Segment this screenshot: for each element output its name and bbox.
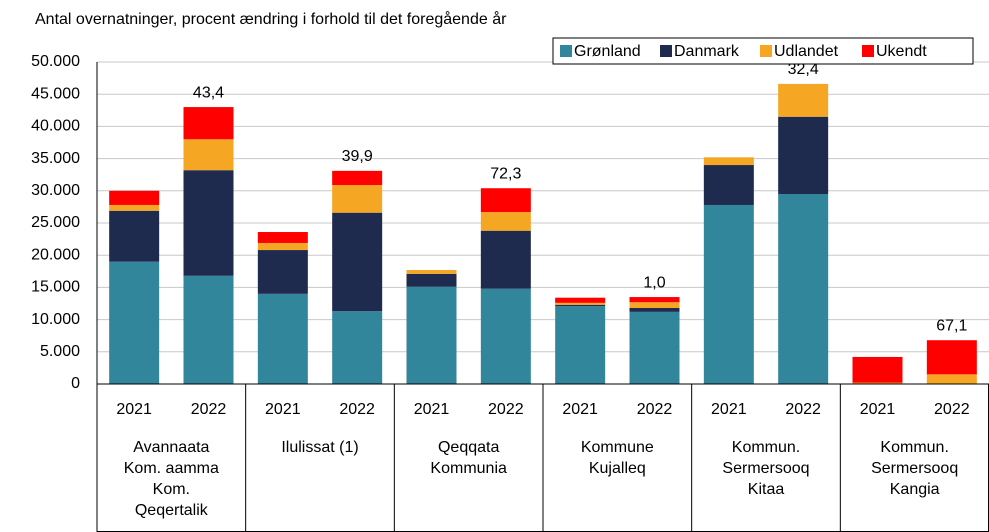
bar-segment [109, 204, 160, 211]
bar-segment [406, 286, 457, 384]
x-tick-label: 2022 [339, 401, 375, 418]
bar-segment [183, 139, 234, 171]
bar-segment [109, 261, 160, 384]
bar-segment [183, 275, 234, 384]
change-label: 43,4 [193, 84, 224, 101]
x-tick-label: 2022 [785, 401, 821, 418]
y-tick-label: 0 [71, 375, 80, 392]
bar-segment [480, 212, 531, 231]
bar-segment [555, 302, 606, 305]
bar-segment [109, 190, 160, 205]
bar-segment [257, 242, 308, 251]
y-tick-label: 40.000 [31, 118, 80, 135]
legend-swatch [760, 45, 772, 57]
x-tick-label: 2022 [637, 401, 673, 418]
group-label: Kitaa [748, 481, 785, 498]
group-label: Qeqertalik [135, 502, 209, 519]
bar-segment [703, 165, 754, 205]
bar-segment [778, 83, 829, 117]
bar-segment [183, 107, 234, 140]
change-label: 1,0 [643, 274, 665, 291]
y-tick-label: 45.000 [31, 85, 80, 102]
bar-segment [852, 356, 903, 383]
bar-segment [629, 311, 680, 384]
y-tick-label: 50.000 [31, 53, 80, 70]
change-label: 32,4 [788, 61, 819, 78]
bar-segment [332, 185, 383, 213]
legend: Grønland Danmark Udlandet Ukendt [552, 37, 974, 65]
group-label: Sermersooq [722, 460, 809, 477]
legend-swatch [560, 45, 572, 57]
x-tick-label: 2021 [711, 401, 747, 418]
bar-segment [778, 194, 829, 384]
group-label: Avannaata [133, 439, 209, 456]
bar-segment [852, 382, 903, 384]
legend-label: Grønland [574, 43, 641, 60]
bar-segment [183, 170, 234, 276]
group-label: Kommunia [430, 460, 507, 477]
legend-label: Danmark [674, 43, 740, 60]
bar-segment [332, 212, 383, 312]
legend-swatch [660, 45, 672, 57]
bar-segment [555, 304, 606, 307]
bar-segment [257, 250, 308, 294]
bar-segment [703, 204, 754, 384]
change-label: 67,1 [936, 317, 967, 334]
y-tick-label: 15.000 [31, 279, 80, 296]
bar-segment [629, 297, 680, 303]
bar-segment [480, 188, 531, 213]
y-tick-label: 10.000 [31, 311, 80, 328]
y-tick-label: 25.000 [31, 214, 80, 231]
group-label: Kommun. [880, 439, 948, 456]
bar-segment [926, 340, 977, 375]
bar-segment [480, 230, 531, 289]
group-label: Kommun. [732, 439, 800, 456]
x-tick-label: 2021 [116, 401, 152, 418]
bar-segment [406, 273, 457, 287]
x-tick-label: 2021 [414, 401, 450, 418]
bar-segment [926, 374, 977, 384]
bar-segment [629, 302, 680, 309]
x-tick-label: 2021 [860, 401, 896, 418]
chart-title: Antal overnatninger, procent ændring i f… [35, 10, 507, 28]
change-label: 72,3 [490, 165, 521, 182]
group-label: Kom. aamma [124, 460, 219, 477]
bar-segment [406, 270, 457, 274]
x-tick-label: 2022 [191, 401, 227, 418]
x-tick-label: 2021 [265, 401, 301, 418]
bar-segment [555, 306, 606, 384]
y-tick-label: 5.000 [40, 343, 80, 360]
bar-segment [480, 288, 531, 384]
change-label: 39,9 [342, 148, 373, 165]
bar-segment [332, 170, 383, 186]
legend-label: Ukendt [876, 43, 927, 60]
group-label: Kom. [153, 481, 190, 498]
x-tick-label: 2021 [562, 401, 598, 418]
x-tick-label: 2022 [934, 401, 970, 418]
legend-swatch [862, 45, 874, 57]
bar-segment [629, 308, 680, 312]
bar-segment [109, 210, 160, 262]
group-label: Sermersooq [871, 460, 958, 477]
bar-segment [332, 311, 383, 384]
group-label: Kangia [890, 481, 940, 498]
group-label: Kommune [581, 439, 654, 456]
bar-segment [257, 232, 308, 243]
y-tick-label: 35.000 [31, 150, 80, 167]
y-tick-label: 30.000 [31, 182, 80, 199]
bar-segment [703, 157, 754, 166]
group-label: Kujalleq [589, 460, 646, 477]
group-label: Qeqqata [438, 439, 499, 456]
x-tick-label: 2022 [488, 401, 524, 418]
group-label: Ilulissat (1) [281, 439, 358, 456]
y-tick-label: 20.000 [31, 246, 80, 263]
bar-segment [257, 293, 308, 384]
bar-segment [555, 297, 606, 303]
bar-segment [778, 116, 829, 195]
legend-label: Udlandet [774, 43, 839, 60]
